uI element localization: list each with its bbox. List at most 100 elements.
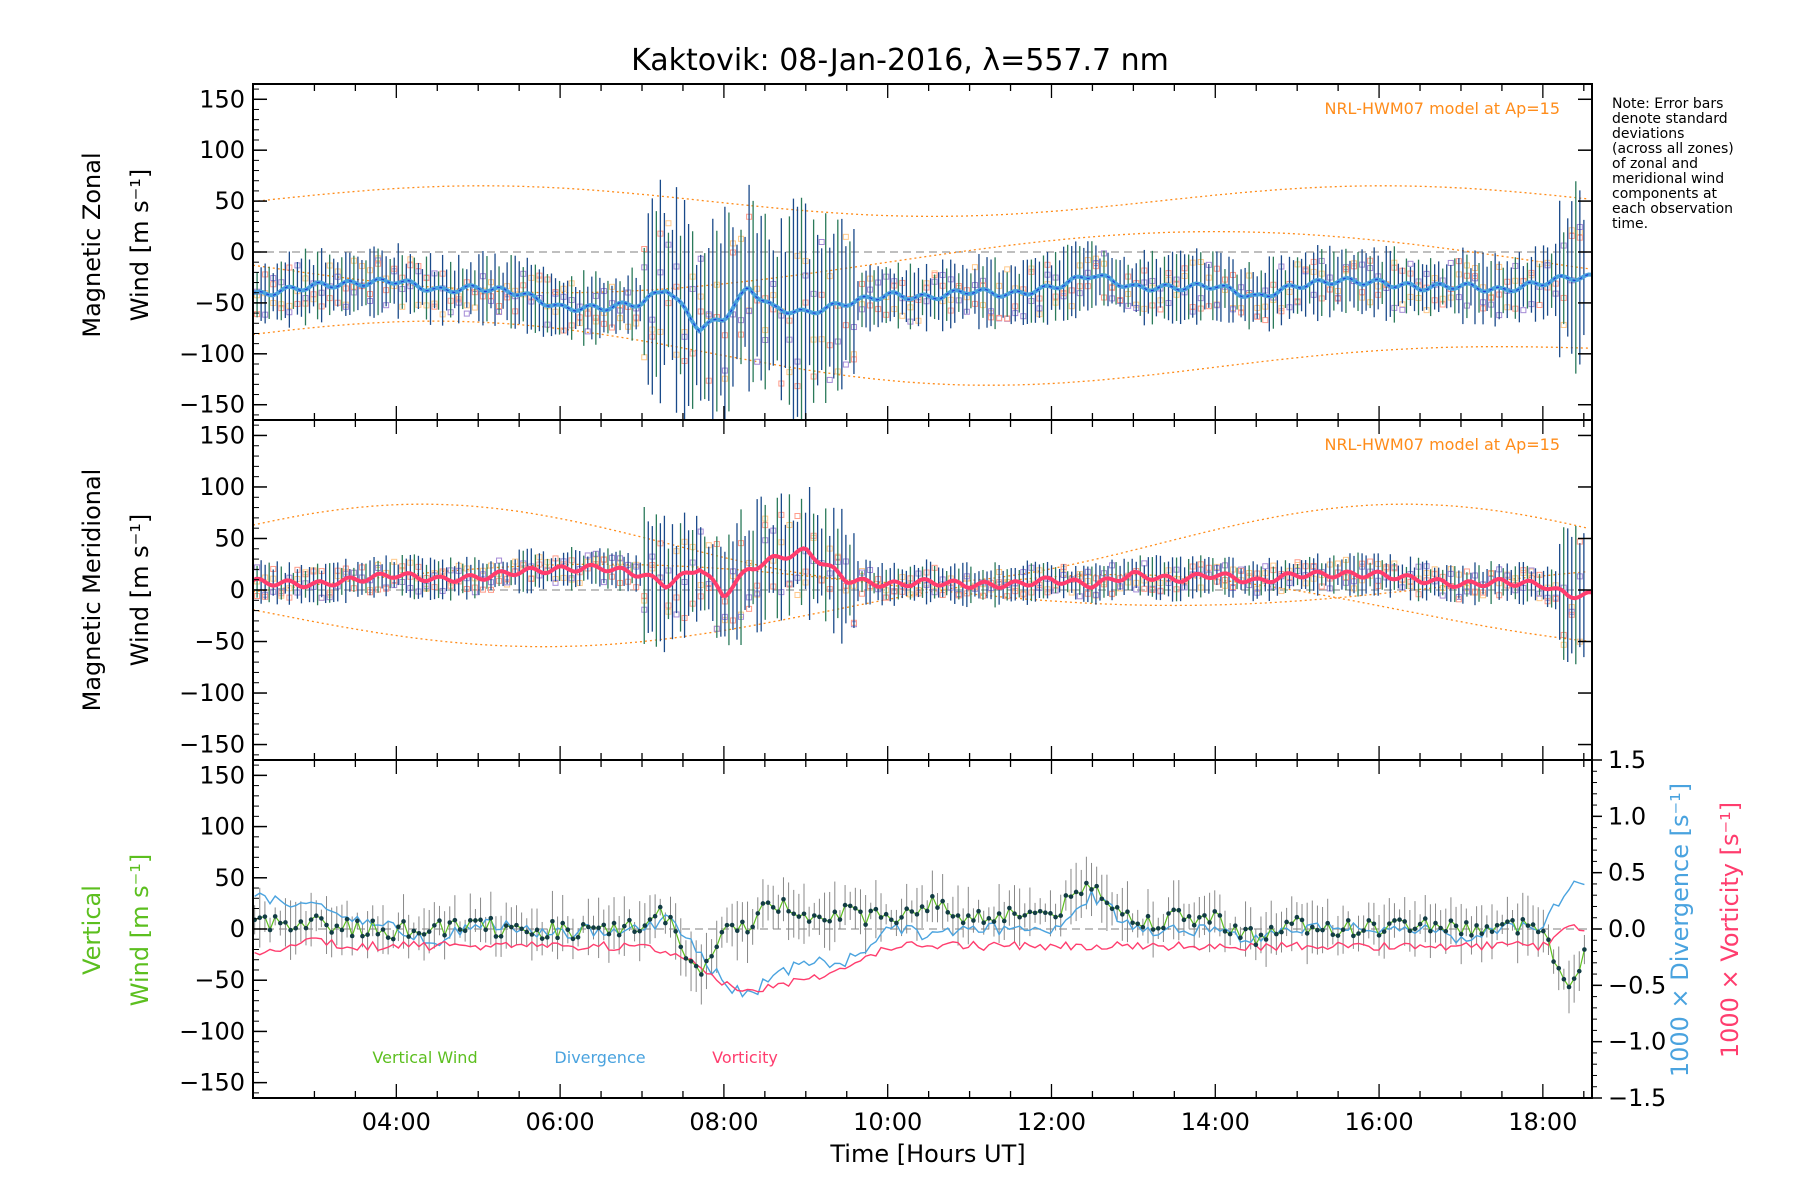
vertical-wind-point [283, 920, 288, 925]
meridional-ylabel-line1: Magnetic Meridional [78, 469, 106, 712]
vertical-wind-point [755, 911, 761, 916]
vertical-wind-point [339, 927, 345, 933]
vertical-wind-point [1268, 924, 1274, 930]
zonal-zone-marker [1407, 260, 1414, 267]
vertical-wind-point [1274, 931, 1279, 937]
vertical-wind-point [1279, 929, 1284, 935]
x-tick-label: 08:00 [689, 1108, 758, 1136]
vertical-wind-point [1094, 883, 1099, 889]
vertical-wind-point [678, 944, 684, 950]
vertical-wind-point [1541, 928, 1546, 934]
vertical-y-tick-label: 50 [214, 864, 245, 892]
vertical-wind-point [868, 908, 874, 914]
right-tick-label: −1.0 [1608, 1028, 1666, 1056]
meridional-zone-marker [496, 557, 503, 564]
vertical-wind-point [873, 906, 879, 912]
vertical-wind-point [827, 918, 832, 924]
vertical-wind-point [642, 923, 648, 928]
vertical-wind-point [1453, 923, 1459, 929]
vertical-wind-point [457, 927, 463, 932]
meridional-plot-area [253, 487, 1592, 665]
vertical-wind-point [334, 923, 340, 929]
vertical-wind-point [1428, 928, 1433, 934]
zonal-ylabel-line1: Magnetic Zonal [78, 152, 106, 337]
meridional-mean-line [253, 546, 1592, 601]
vertical-wind-point [806, 919, 812, 924]
vertical-wind-point [1027, 909, 1033, 915]
vertical-wind-point [272, 914, 278, 919]
vertical-y-tick-label: −150 [179, 1069, 245, 1097]
meridional-zone-marker [1278, 588, 1285, 595]
zonal-y-tick-label: 150 [199, 85, 245, 113]
vertical-wind-point [1325, 920, 1330, 926]
vertical-wind-point [1494, 923, 1500, 928]
vertical-wind-point [401, 919, 406, 924]
vertical-wind-point [940, 898, 945, 904]
zonal-mean-line-dark [253, 273, 1592, 332]
vertical-wind-point [1340, 927, 1346, 933]
vorticity-axis-label: 1000 × Vorticity [s⁻¹] [1716, 802, 1744, 1058]
vertical-wind-point [467, 918, 473, 923]
meridional-y-tick-label: 100 [199, 473, 245, 501]
vertical-wind-point [488, 915, 494, 921]
vertical-y-tick-label: 100 [199, 813, 245, 841]
vertical-wind-point [1422, 916, 1428, 921]
vertical-wind-point [986, 916, 992, 921]
vertical-wind-point [765, 900, 771, 905]
vertical-wind-point [1381, 929, 1387, 934]
vertical-wind-point [745, 929, 750, 935]
note-line: meridional wind [1612, 171, 1724, 187]
vertical-wind-point [842, 902, 848, 908]
x-tick-label: 18:00 [1508, 1108, 1577, 1136]
vertical-wind-point [1289, 921, 1295, 927]
vertical-wind-point [714, 944, 720, 950]
vertical-wind-point [1397, 917, 1402, 922]
vertical-wind-point [760, 901, 766, 906]
vertical-wind-point [1304, 931, 1310, 936]
zonal-zone-marker [1447, 259, 1454, 266]
vertical-wind-point [1315, 927, 1320, 933]
vertical-wind-point [1433, 920, 1438, 926]
vertical-wind-point [935, 905, 940, 910]
vertical-wind-point [1489, 929, 1495, 935]
vertical-wind-point [544, 935, 550, 940]
zonal-zone-marker [1399, 306, 1406, 313]
vertical-wind-point [1217, 913, 1223, 918]
vertical-wind-point [981, 920, 987, 926]
vertical-wind-point [1479, 931, 1485, 937]
vertical-wind-point [919, 904, 925, 909]
vertical-wind-point [734, 928, 740, 934]
vertical-wind-point [847, 903, 853, 909]
vertical-wind-point [1089, 887, 1094, 892]
vertical-wind-point [565, 927, 571, 933]
vertical-wind-point [1171, 907, 1176, 913]
vertical-wind-point [971, 918, 976, 923]
vertical-wind-point [724, 922, 730, 928]
meridional-zone-marker [1141, 560, 1148, 567]
vertical-wind-point [355, 918, 360, 924]
vertical-y-tick-label: −50 [194, 966, 245, 994]
vertical-wind-point [1017, 914, 1022, 920]
vertical-wind-point [1546, 937, 1551, 943]
vertical-wind-point [360, 933, 365, 939]
vertical-wind-point [1212, 909, 1218, 914]
note-line: each observation [1612, 201, 1733, 217]
zonal-zone-marker [584, 328, 591, 335]
vertical-wind-point [791, 911, 797, 917]
vertical-wind-point [575, 934, 581, 940]
zonal-zone-marker [826, 376, 833, 383]
meridional-y-tick-label: −100 [179, 679, 245, 707]
vertical-wind-point [894, 920, 899, 926]
vertical-wind-point [965, 913, 971, 918]
vertical-wind-point [596, 925, 601, 931]
vertical-wind-point [770, 905, 776, 910]
vertical-wind-point [370, 918, 376, 924]
vertical-wind-point [303, 925, 309, 931]
vertical-wind-point [1376, 933, 1382, 938]
vertical-wind-point [1561, 976, 1567, 982]
vertical-wind-point [329, 930, 334, 935]
vertical-wind-point [750, 924, 755, 930]
zonal-zone-marker [996, 314, 1003, 321]
meridional-zone-marker [794, 513, 801, 520]
